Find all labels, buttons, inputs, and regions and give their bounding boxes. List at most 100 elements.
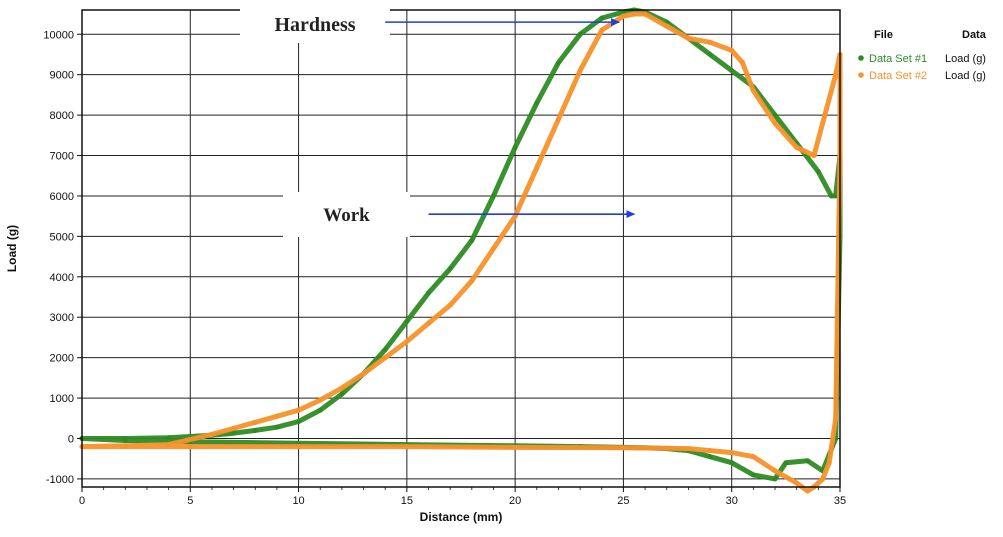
grid xyxy=(81,10,841,487)
data-point xyxy=(122,444,128,449)
data-point xyxy=(729,450,735,456)
legend-marker xyxy=(858,55,864,61)
x-tick-label: 20 xyxy=(509,495,521,507)
data-point xyxy=(820,476,826,482)
data-point xyxy=(252,428,258,433)
data-point xyxy=(512,444,518,450)
data-point xyxy=(707,448,713,454)
data-point xyxy=(296,407,301,413)
data-point xyxy=(231,425,237,431)
data-point xyxy=(707,39,713,45)
data-point xyxy=(166,442,172,447)
data-point xyxy=(750,454,756,460)
data-point xyxy=(707,52,713,57)
data-point xyxy=(642,11,648,17)
y-tick-label: 5000 xyxy=(50,231,74,243)
legend-header-data: Data xyxy=(962,29,987,41)
data-point xyxy=(534,100,540,106)
data-point xyxy=(794,480,800,486)
data-point xyxy=(631,11,637,17)
data-point xyxy=(686,35,691,41)
data-point xyxy=(534,165,540,171)
y-tick-label: 8000 xyxy=(50,110,74,122)
data-point xyxy=(404,444,410,449)
data-point xyxy=(740,60,745,65)
data-point xyxy=(209,432,215,437)
legend-marker xyxy=(858,72,864,78)
annotation-2: Work xyxy=(283,192,636,237)
data-point xyxy=(426,320,431,326)
x-axis-title: Distance (mm) xyxy=(420,510,503,524)
data-point xyxy=(382,347,388,352)
data-point xyxy=(382,355,388,361)
data-point xyxy=(707,454,713,460)
data-point xyxy=(469,238,475,243)
data-point xyxy=(822,112,828,118)
data-point xyxy=(729,68,735,74)
y-tick-label: 6000 xyxy=(50,191,74,203)
y-tick-label: -1000 xyxy=(46,474,74,486)
annotation-box xyxy=(240,5,390,43)
data-point xyxy=(621,9,626,15)
data-point xyxy=(664,445,670,451)
data-point xyxy=(491,193,496,199)
series-layer xyxy=(79,7,843,494)
data-point xyxy=(772,112,778,118)
legend-data-label: Load (g) xyxy=(945,53,986,65)
x-axis: 0 5 10 15 20 25 30 35 xyxy=(79,487,846,507)
data-point xyxy=(577,31,583,37)
x-tick-label: 10 xyxy=(292,495,304,507)
y-tick-label: 1000 xyxy=(50,393,74,405)
x-tick-label: 30 xyxy=(726,495,738,507)
legend-data-label: Load (g) xyxy=(945,70,986,82)
data-point xyxy=(664,23,670,29)
legend-item-1: Data Set #1 Load (g) xyxy=(858,53,986,65)
plot-area-frame xyxy=(81,9,841,488)
y-axis-title: Load (g) xyxy=(5,225,19,272)
data-point xyxy=(252,419,258,425)
data-point xyxy=(491,246,496,251)
data-point xyxy=(274,413,280,419)
data-point xyxy=(426,290,431,296)
data-point xyxy=(686,446,691,451)
data-point xyxy=(317,397,323,403)
data-point xyxy=(556,60,561,65)
data-point xyxy=(621,13,626,19)
data-point xyxy=(833,415,839,421)
data-point xyxy=(404,339,410,344)
data-point xyxy=(750,88,756,94)
y-tick-label: 3000 xyxy=(50,312,74,324)
data-point xyxy=(447,266,453,272)
data-point xyxy=(805,488,810,494)
series-2 xyxy=(79,11,843,494)
legend-series-name: Data Set #1 xyxy=(869,53,927,65)
data-point xyxy=(512,145,518,150)
data-point xyxy=(166,435,172,441)
x-tick-label: 15 xyxy=(401,495,413,507)
annotation-box xyxy=(283,192,410,237)
x-tick-label: 25 xyxy=(617,495,629,507)
data-point xyxy=(274,424,280,430)
data-point xyxy=(296,419,301,424)
x-tick-label: 35 xyxy=(834,495,846,507)
data-point xyxy=(621,445,626,451)
data-point xyxy=(772,468,778,474)
data-point xyxy=(729,48,735,53)
annotation-label: Work xyxy=(323,205,370,226)
data-point xyxy=(828,193,834,199)
y-axis: -1000 0 1000 2000 3000 4000 5000 6000 7000 8000 90… xyxy=(43,29,82,486)
data-point xyxy=(361,371,366,377)
data-point xyxy=(317,407,323,413)
legend-series-name: Data Set #2 xyxy=(869,70,927,82)
x-tick-label: 5 xyxy=(187,495,193,507)
data-point xyxy=(599,15,605,21)
y-tick-label: 10000 xyxy=(43,29,74,41)
data-point xyxy=(339,391,345,397)
data-point xyxy=(469,278,475,284)
y-tick-label: 2000 xyxy=(50,353,74,365)
data-point xyxy=(599,27,605,33)
data-point xyxy=(750,472,756,478)
data-point xyxy=(826,460,832,466)
